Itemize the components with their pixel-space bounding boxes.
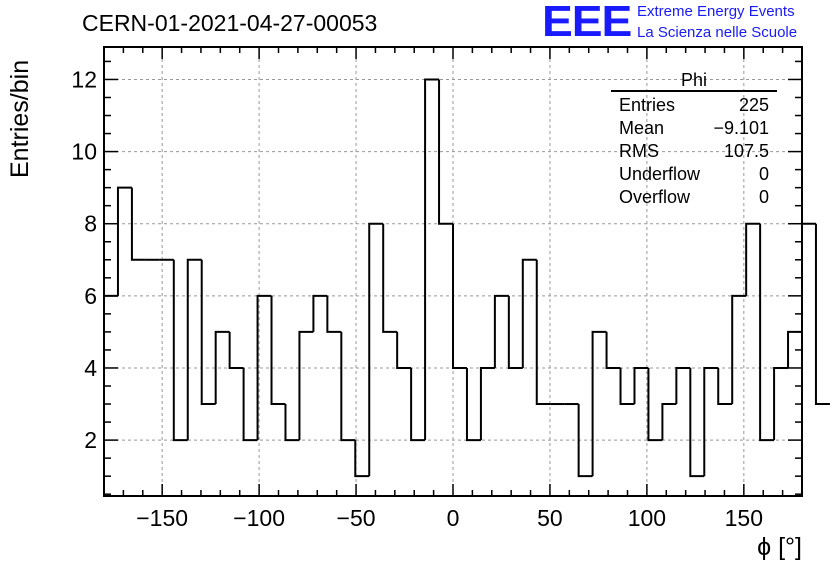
x-tick-label: −50 [337, 505, 376, 531]
histogram-bin [493, 294, 509, 368]
stat-row-mean: Mean −9.101 [611, 117, 777, 140]
histogram-bin [452, 223, 467, 369]
histogram-bin [410, 367, 426, 442]
histogram-bin [172, 259, 188, 442]
histogram-bin [591, 330, 607, 477]
stats-box: Phi Entries 225 Mean −9.101 RMS 107.5 Un… [611, 71, 777, 209]
histogram-bin [368, 222, 384, 477]
x-axis-label: ϕ [°] [757, 533, 802, 561]
histogram-bin [703, 366, 719, 477]
histogram-bin [465, 367, 481, 442]
stats-title: Phi [680, 70, 707, 90]
histogram-bin [326, 295, 342, 333]
histogram-bin [312, 294, 328, 332]
histogram-bin [284, 404, 300, 442]
histogram-bin [507, 295, 523, 369]
stat-value: −9.101 [713, 118, 769, 138]
histogram-bin [814, 223, 830, 406]
histogram-bin [130, 187, 146, 261]
histogram-bin [577, 404, 593, 478]
x-tick-label: 150 [725, 505, 763, 531]
histogram-bin [717, 367, 733, 406]
histogram-bin [605, 331, 621, 369]
histogram-bin [661, 403, 677, 441]
histogram-bin [424, 78, 440, 441]
y-axis-label: Entries/bin [6, 59, 34, 178]
histogram-bin [298, 330, 314, 441]
stat-row-entries: Entries 225 [611, 94, 777, 117]
histogram-bin [214, 330, 230, 405]
histogram-bin [200, 259, 216, 406]
histogram-bin [535, 259, 551, 406]
histogram-bin [745, 222, 761, 296]
histogram-bin [647, 367, 663, 442]
x-tick-label: −100 [233, 505, 285, 531]
histogram-bin [479, 366, 495, 441]
y-tick-label: 6 [84, 283, 97, 309]
histogram-bin [521, 258, 537, 368]
histogram-bin [773, 366, 789, 441]
histogram-bin [731, 294, 747, 405]
histogram-bin [619, 367, 635, 406]
histogram-bin [116, 186, 132, 296]
histogram-bin [675, 366, 691, 405]
x-tick-label: 100 [628, 505, 666, 531]
stat-row-rms: RMS 107.5 [611, 140, 777, 163]
stat-label: Mean [619, 118, 665, 138]
y-tick-label: 10 [71, 139, 97, 165]
stat-label: Entries [619, 95, 676, 115]
run-title: CERN-01-2021-04-27-00053 [82, 10, 378, 36]
histogram-bin [396, 331, 412, 369]
histogram-bin [382, 223, 398, 333]
histogram-bin [242, 367, 258, 442]
eee-logo: EEE [542, 0, 632, 46]
histogram-bin [759, 223, 775, 442]
logo-caption-line2: La Scienza nelle Scuole [637, 24, 798, 41]
y-tick-label: 2 [84, 427, 97, 453]
stat-label: Underflow [619, 164, 701, 184]
stats-divider [611, 90, 777, 92]
histogram-bin [228, 331, 244, 369]
x-tick-label: 50 [537, 505, 563, 531]
stat-row-underflow: Underflow 0 [611, 163, 777, 186]
stat-row-overflow: Overflow 0 [611, 186, 777, 209]
histogram-bin [270, 295, 286, 406]
histogram-bin [256, 294, 272, 441]
histogram-bin [186, 258, 202, 441]
histogram-bin [801, 222, 816, 332]
stat-value: 0 [758, 164, 769, 184]
stat-value: 107.5 [723, 141, 769, 161]
y-tick-label: 8 [84, 211, 97, 237]
stat-label: Overflow [619, 187, 691, 207]
histogram-bin [438, 79, 453, 225]
x-tick-label: 0 [447, 505, 460, 531]
y-tick-label: 12 [71, 66, 97, 92]
histogram-bin [354, 440, 370, 478]
y-tick-label: 4 [84, 355, 97, 381]
x-tick-label: −150 [136, 505, 188, 531]
stat-label: RMS [619, 141, 659, 161]
stat-value: 225 [738, 95, 769, 115]
histogram-bin [633, 366, 649, 405]
stat-value: 0 [758, 187, 769, 207]
histogram-bin [689, 367, 705, 478]
logo-caption-line1: Extreme Energy Events [637, 3, 795, 20]
histogram-bin [340, 331, 356, 442]
